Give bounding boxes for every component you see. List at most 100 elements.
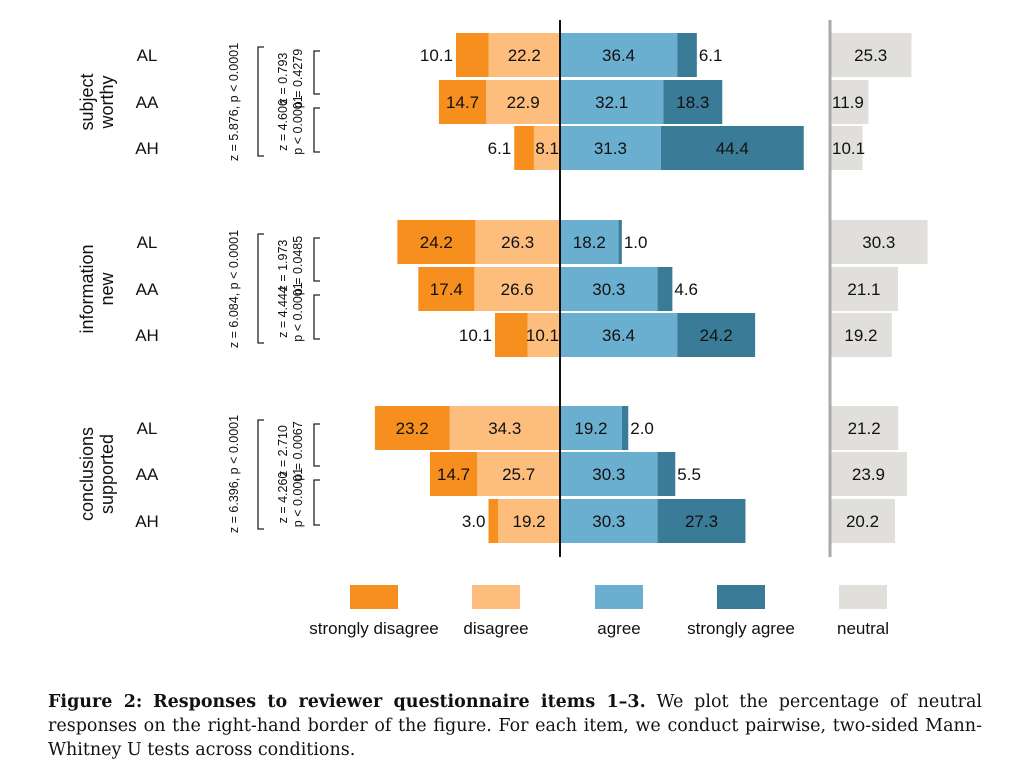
test-al-aa-z-2: z = 1.973 xyxy=(276,240,290,292)
bar-2-aa-disagree xyxy=(474,267,560,311)
bar-1-al-strongly-agree-label: 6.1 xyxy=(699,46,723,65)
group-title-line: supported xyxy=(97,434,117,514)
test-al-ah-3: z = 6.396, p < 0.0001 xyxy=(227,415,241,533)
bar-2-al-disagree xyxy=(475,220,560,264)
bracket-al-aa-2 xyxy=(313,237,320,282)
bar-1-ah-strongly-disagree-label: 6.1 xyxy=(488,139,512,158)
bar-3-aa-agree-label: 30.3 xyxy=(592,465,625,484)
bracket-al-ah-1 xyxy=(257,46,264,157)
bracket-aa-ah-2 xyxy=(313,294,320,340)
bar-1-al-neutral xyxy=(830,33,912,77)
bar-2-al-neutral xyxy=(830,220,928,264)
condition-label-1-al: AL xyxy=(137,46,158,65)
figure-caption: Figure 2: Responses to reviewer question… xyxy=(48,690,982,762)
bar-3-ah-strongly-disagree xyxy=(488,499,499,543)
bar-3-ah-disagree xyxy=(498,499,560,543)
test-aa-ah-p-3: p < 0.0001 xyxy=(291,468,305,527)
group-title-1: subjectworthy xyxy=(77,73,117,130)
bar-3-al-strongly-disagree-label: 23.2 xyxy=(396,419,429,438)
caption-label: Figure 2: xyxy=(48,692,143,712)
bar-3-ah-neutral xyxy=(830,499,896,543)
bar-1-al-agree xyxy=(560,33,678,77)
test-aa-ah-p-1: p < 0.0001 xyxy=(291,95,305,154)
bar-2-aa-disagree-label: 26.6 xyxy=(501,280,534,299)
bar-2-ah-strongly-disagree-label: 10.1 xyxy=(459,326,492,345)
bar-3-ah-agree-label: 30.3 xyxy=(592,512,625,531)
test-al-ah-1: z = 5.876, p < 0.0001 xyxy=(227,43,241,161)
bar-3-al-agree xyxy=(560,406,622,450)
test-aa-ah-p-2: p < 0.0001 xyxy=(291,282,305,341)
bracket-aa-ah-3 xyxy=(313,479,320,526)
test-aa-ah-z-1: z = 4.606 xyxy=(276,99,290,151)
condition-label-3-al: AL xyxy=(137,419,158,438)
bar-2-ah-neutral xyxy=(830,313,892,357)
bar-2-al-neutral-label: 30.3 xyxy=(862,233,895,252)
bar-3-aa-strongly-disagree xyxy=(429,452,478,496)
bar-3-al-neutral xyxy=(830,406,899,450)
bar-3-aa-disagree-label: 25.7 xyxy=(502,465,535,484)
bar-1-ah-disagree-label: 8.1 xyxy=(535,139,559,158)
test-al-aa-z-3: z = 2.710 xyxy=(276,425,290,477)
bars-layer xyxy=(257,20,928,557)
bar-1-ah-neutral xyxy=(830,126,863,170)
bar-2-ah-neutral-label: 19.2 xyxy=(844,326,877,345)
bar-3-ah-agree xyxy=(560,499,658,543)
group-title-line: subject xyxy=(77,73,97,130)
bar-3-al-disagree xyxy=(449,406,560,450)
group-title-3: conclusionssupported xyxy=(77,427,117,521)
group-title-line: information xyxy=(77,244,97,333)
likert-chart: 22.2 10.1 36.4 6.1 25.3 AL 22.9 14.7 32.1 18.3 11.… xyxy=(77,20,928,638)
bar-3-al-agree-label: 19.2 xyxy=(574,419,607,438)
bar-3-ah-neutral-label: 20.2 xyxy=(846,512,879,531)
test-aa-ah-z-3: z = 4.260 xyxy=(276,472,290,524)
bar-3-al-strongly-disagree xyxy=(374,406,450,450)
caption-title: Responses to reviewer questionnaire item… xyxy=(153,692,646,712)
bracket-al-aa-1 xyxy=(313,50,320,95)
labels-layer: 22.2 10.1 36.4 6.1 25.3 AL 22.9 14.7 32.1 18.3 11.… xyxy=(77,43,895,533)
legend-label-disagree: disagree xyxy=(463,619,528,638)
bar-3-aa-strongly-disagree-label: 14.7 xyxy=(437,465,470,484)
bar-3-al-strongly-agree-label: 2.0 xyxy=(630,419,654,438)
bar-2-aa-strongly-agree xyxy=(657,267,673,311)
test-al-aa-p-2: p = 0.0485 xyxy=(291,236,305,295)
group-title-line: conclusions xyxy=(77,427,97,521)
caption-text: We plot the percentage of neutral respon… xyxy=(48,692,982,760)
bar-2-ah-disagree xyxy=(527,313,560,357)
condition-label-2-ah: AH xyxy=(135,326,159,345)
bar-2-ah-strongly-agree-label: 24.2 xyxy=(700,326,733,345)
bar-2-ah-strongly-agree xyxy=(677,313,756,357)
legend-label-neutral: neutral xyxy=(837,619,889,638)
bar-2-al-strongly-disagree xyxy=(397,220,476,264)
test-al-aa-p-1: p = 0.4279 xyxy=(291,49,305,108)
condition-label-1-aa: AA xyxy=(136,93,159,112)
bar-2-aa-strongly-disagree-label: 17.4 xyxy=(430,280,463,299)
legend-label-strongly-disagree: strongly disagree xyxy=(309,619,438,638)
bar-1-ah-neutral-label: 10.1 xyxy=(832,139,865,158)
bar-1-al-strongly-disagree xyxy=(455,33,489,77)
bar-1-aa-agree-label: 32.1 xyxy=(595,93,628,112)
bar-1-aa-neutral xyxy=(830,80,869,124)
legend-swatch-strongly-agree xyxy=(717,585,765,609)
bar-1-aa-neutral-label: 11.9 xyxy=(832,93,864,112)
group-title-line: worthy xyxy=(97,75,117,129)
legend-swatch-strongly-disagree xyxy=(350,585,398,609)
bar-2-al-strongly-agree xyxy=(618,220,622,264)
bar-1-al-agree-label: 36.4 xyxy=(602,46,635,65)
legend: strongly disagree disagree agree strongly a… xyxy=(309,585,889,638)
bar-1-al-strongly-disagree-label: 10.1 xyxy=(420,46,453,65)
bar-3-ah-disagree-label: 19.2 xyxy=(513,512,546,531)
bar-2-al-strongly-disagree-label: 24.2 xyxy=(420,233,453,252)
bar-2-ah-agree xyxy=(560,313,678,357)
bar-1-aa-disagree-label: 22.9 xyxy=(507,93,540,112)
bar-3-aa-disagree xyxy=(477,452,560,496)
condition-label-2-al: AL xyxy=(137,233,158,252)
bar-2-al-agree-label: 18.2 xyxy=(573,233,606,252)
bar-2-ah-disagree-label: 10.1 xyxy=(526,326,559,345)
bar-1-aa-disagree xyxy=(486,80,560,124)
bar-1-aa-strongly-disagree-label: 14.7 xyxy=(446,93,479,112)
bar-2-al-agree xyxy=(560,220,619,264)
bar-1-ah-disagree xyxy=(533,126,560,170)
bar-2-aa-agree xyxy=(560,267,658,311)
group-title-line: new xyxy=(97,271,117,305)
bar-1-al-disagree xyxy=(488,33,560,77)
